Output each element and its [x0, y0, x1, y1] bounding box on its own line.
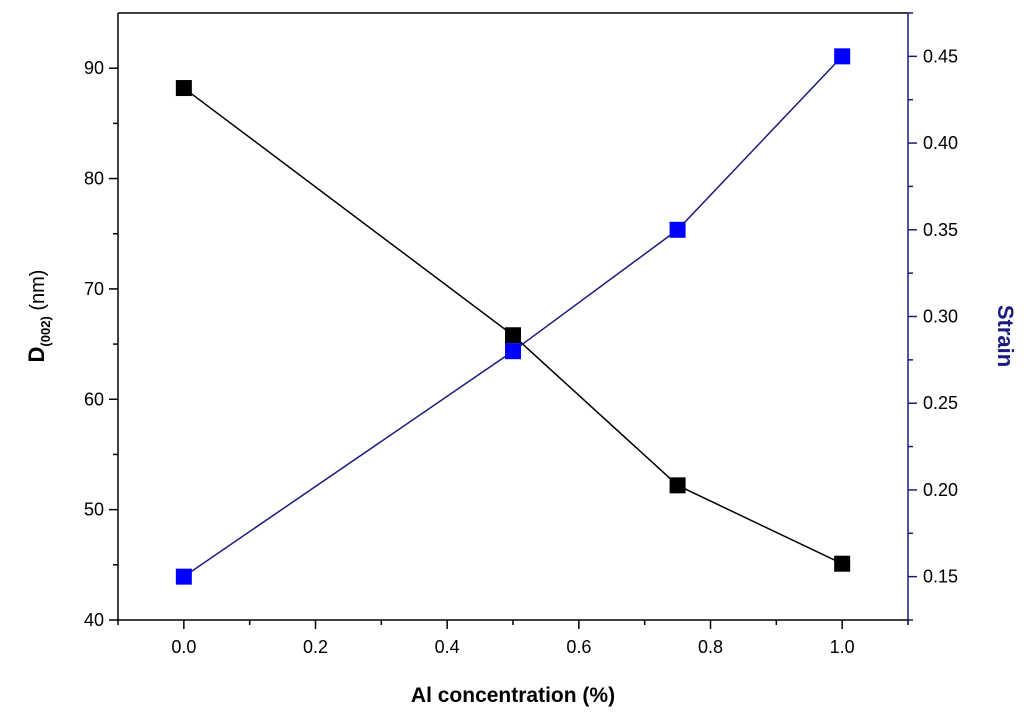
tick-labels: 0.0 0.2 0.4 0.6 0.8 1.0 40 50 60 70 80 90 0.15 0.20 0.… — [84, 46, 958, 657]
left-y-tick-label: 60 — [84, 389, 104, 409]
left-y-tick-label: 80 — [84, 169, 104, 189]
x-tick-label: 0.0 — [171, 637, 196, 657]
x-tick-label: 0.4 — [435, 637, 460, 657]
axis-ticks — [109, 12, 917, 629]
right-y-tick-label: 0.45 — [923, 46, 958, 66]
left-y-tick-label: 70 — [84, 279, 104, 299]
left-series-point — [834, 555, 851, 572]
left-y-tick-label: 90 — [84, 58, 104, 78]
right-y-tick-label: 0.40 — [923, 133, 958, 153]
right-y-tick-label: 0.20 — [923, 480, 958, 500]
left-y-tick-label: 50 — [84, 500, 104, 520]
left-series-point — [669, 477, 686, 494]
plot-frame — [117, 12, 909, 621]
left-series-point — [505, 327, 521, 344]
left-y-tick-label: 40 — [84, 610, 104, 630]
x-tick-label: 0.2 — [303, 637, 328, 657]
right-y-tick-label: 0.30 — [923, 307, 958, 327]
left-y-axis-title-subscript: (002) — [38, 316, 53, 346]
right-y-tick-label: 0.25 — [923, 393, 958, 413]
right-series-point — [505, 343, 521, 360]
right-series-point — [669, 221, 686, 238]
left-series-line — [183, 87, 843, 565]
left-series-point — [175, 80, 192, 97]
right-y-tick-label: 0.35 — [923, 220, 958, 240]
right-series-line — [183, 55, 843, 578]
right-y-tick-label: 0.15 — [923, 567, 958, 587]
x-axis-title: Al concentration (%) — [411, 684, 615, 707]
left-y-axis-title: D(002) (nm) — [24, 270, 53, 363]
right-series-point — [175, 568, 192, 585]
x-tick-label: 0.6 — [566, 637, 591, 657]
left-y-axis-title-unit: (nm) — [27, 270, 49, 317]
x-tick-label: 0.8 — [698, 637, 723, 657]
right-y-axis-title: Strain — [993, 305, 1018, 367]
data-series — [175, 48, 851, 585]
x-tick-label: 1.0 — [830, 637, 855, 657]
right-series-point — [834, 48, 851, 65]
left-y-axis-title-main: D — [24, 347, 49, 363]
